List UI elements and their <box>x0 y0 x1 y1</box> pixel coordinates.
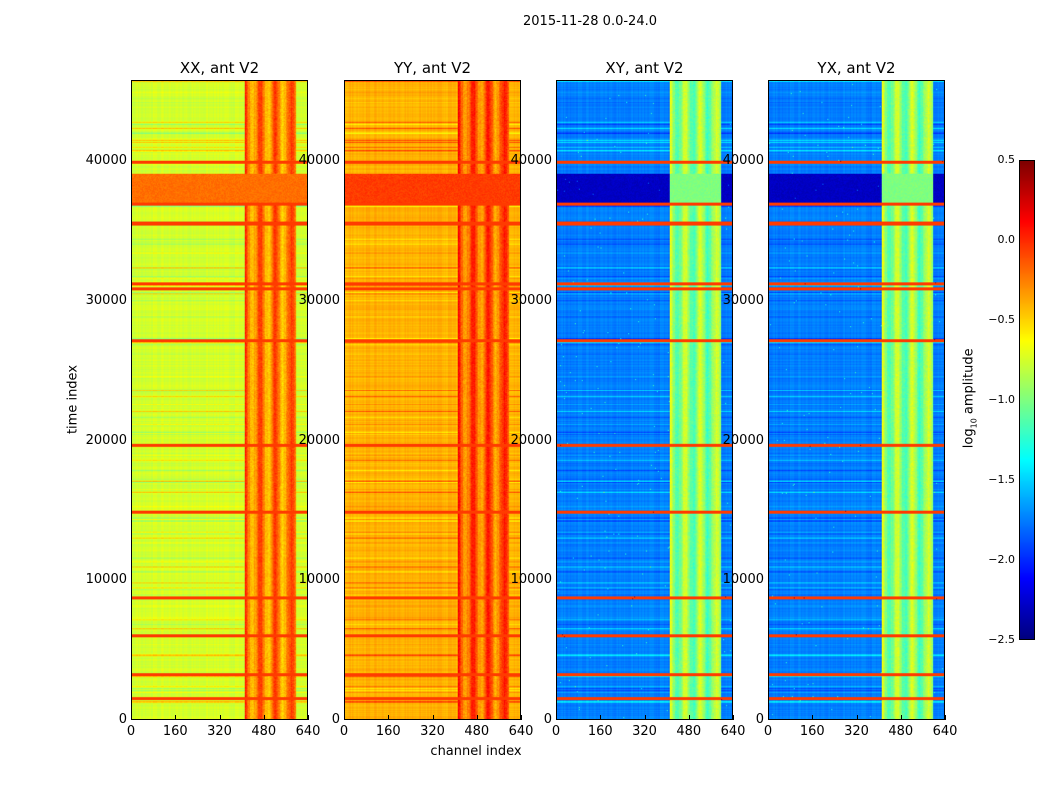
y-tick-label: 40000 <box>298 153 340 169</box>
x-axis-label: channel index <box>430 744 522 759</box>
x-tick <box>219 715 221 720</box>
panel-title: YY, ant V2 <box>393 59 471 77</box>
heatmap-1 <box>344 80 521 720</box>
y-tick-label: 30000 <box>510 292 552 308</box>
x-tick <box>644 715 646 720</box>
x-tick <box>600 715 602 720</box>
y-tick-label: 0 <box>331 712 340 727</box>
y-tick-label: 30000 <box>722 292 764 308</box>
y-tick-label: 20000 <box>722 432 764 448</box>
x-tick <box>945 715 946 720</box>
x-tick-label: 320 <box>632 724 657 739</box>
x-tick-label: 480 <box>251 724 277 739</box>
x-tick <box>344 715 345 720</box>
y-tick-label: 40000 <box>510 153 552 169</box>
colorbar <box>1019 160 1035 640</box>
x-tick-label: 160 <box>587 724 613 739</box>
x-tick-label: 320 <box>420 724 445 739</box>
x-tick-label: 480 <box>464 724 490 739</box>
y-tick-label: 20000 <box>298 432 340 448</box>
x-tick-label: 160 <box>375 724 401 739</box>
x-tick-label: 480 <box>676 724 702 739</box>
x-tick <box>556 715 557 720</box>
colorbar-tick-label: −0.5 <box>988 313 1015 326</box>
x-tick <box>856 715 858 720</box>
x-tick <box>812 715 814 720</box>
x-tick-label: 640 <box>720 724 746 739</box>
x-tick <box>175 715 177 720</box>
y-tick-label: 10000 <box>510 572 552 588</box>
y-tick-label: 20000 <box>510 432 552 448</box>
colorbar-tick-label: 0.0 <box>997 233 1016 246</box>
x-tick-label: 160 <box>162 724 188 739</box>
x-tick-label: 0 <box>126 724 136 739</box>
y-tick-label: 10000 <box>298 572 340 588</box>
panel-title: XX, ant V2 <box>179 59 260 77</box>
y-tick-label: 10000 <box>722 572 764 588</box>
x-tick-label: 640 <box>508 724 534 739</box>
x-tick <box>476 715 478 720</box>
x-tick-label: 640 <box>932 724 958 739</box>
x-tick <box>900 715 902 720</box>
colorbar-tick-label: 0.5 <box>997 153 1016 166</box>
x-tick-label: 0 <box>339 724 349 739</box>
y-tick-label: 0 <box>543 712 552 727</box>
x-tick-label: 320 <box>207 724 232 739</box>
colorbar-tick-label: −2.5 <box>988 633 1015 646</box>
y-tick-label: 40000 <box>85 153 127 169</box>
colorbar-tick-label: −1.5 <box>988 473 1015 486</box>
y-tick-label: 0 <box>755 712 764 727</box>
x-tick-label: 0 <box>763 724 773 739</box>
x-tick <box>688 715 690 720</box>
heatmap-0 <box>131 80 308 720</box>
x-tick <box>131 715 132 720</box>
x-tick-label: 480 <box>888 724 914 739</box>
x-tick <box>521 715 522 720</box>
y-tick-label: 20000 <box>85 432 127 448</box>
figure-title: 2015-11-28 0.0-24.0 <box>523 14 657 29</box>
y-tick-label: 40000 <box>722 153 764 169</box>
heatmap-2 <box>556 80 733 720</box>
y-tick-label: 0 <box>118 712 127 727</box>
x-tick <box>308 715 309 720</box>
colorbar-tick-label: −2.0 <box>988 553 1015 566</box>
panel-title: XY, ant V2 <box>605 59 684 77</box>
y-axis-label: time index <box>65 364 81 435</box>
x-tick-label: 160 <box>799 724 825 739</box>
x-tick-label: 640 <box>295 724 321 739</box>
y-tick-label: 30000 <box>85 292 127 308</box>
y-tick-label: 10000 <box>85 572 127 588</box>
heatmap-3 <box>768 80 945 720</box>
x-tick <box>768 715 769 720</box>
x-tick-label: 320 <box>844 724 869 739</box>
y-tick-label: 30000 <box>298 292 340 308</box>
x-tick-label: 0 <box>551 724 561 739</box>
x-tick <box>263 715 265 720</box>
x-tick <box>388 715 390 720</box>
panel-title: YX, ant V2 <box>817 59 896 77</box>
colorbar-tick-label: −1.0 <box>988 393 1015 406</box>
x-tick <box>733 715 734 720</box>
x-tick <box>432 715 434 720</box>
